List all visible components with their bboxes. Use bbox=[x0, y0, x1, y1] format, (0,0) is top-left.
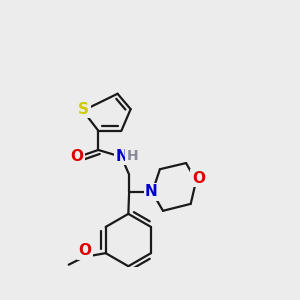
Text: H: H bbox=[126, 149, 138, 163]
Text: O: O bbox=[78, 243, 92, 258]
Text: N: N bbox=[116, 148, 129, 164]
Text: S: S bbox=[78, 102, 89, 117]
Text: O: O bbox=[70, 148, 83, 164]
Text: N: N bbox=[145, 184, 158, 199]
Text: O: O bbox=[192, 171, 205, 186]
